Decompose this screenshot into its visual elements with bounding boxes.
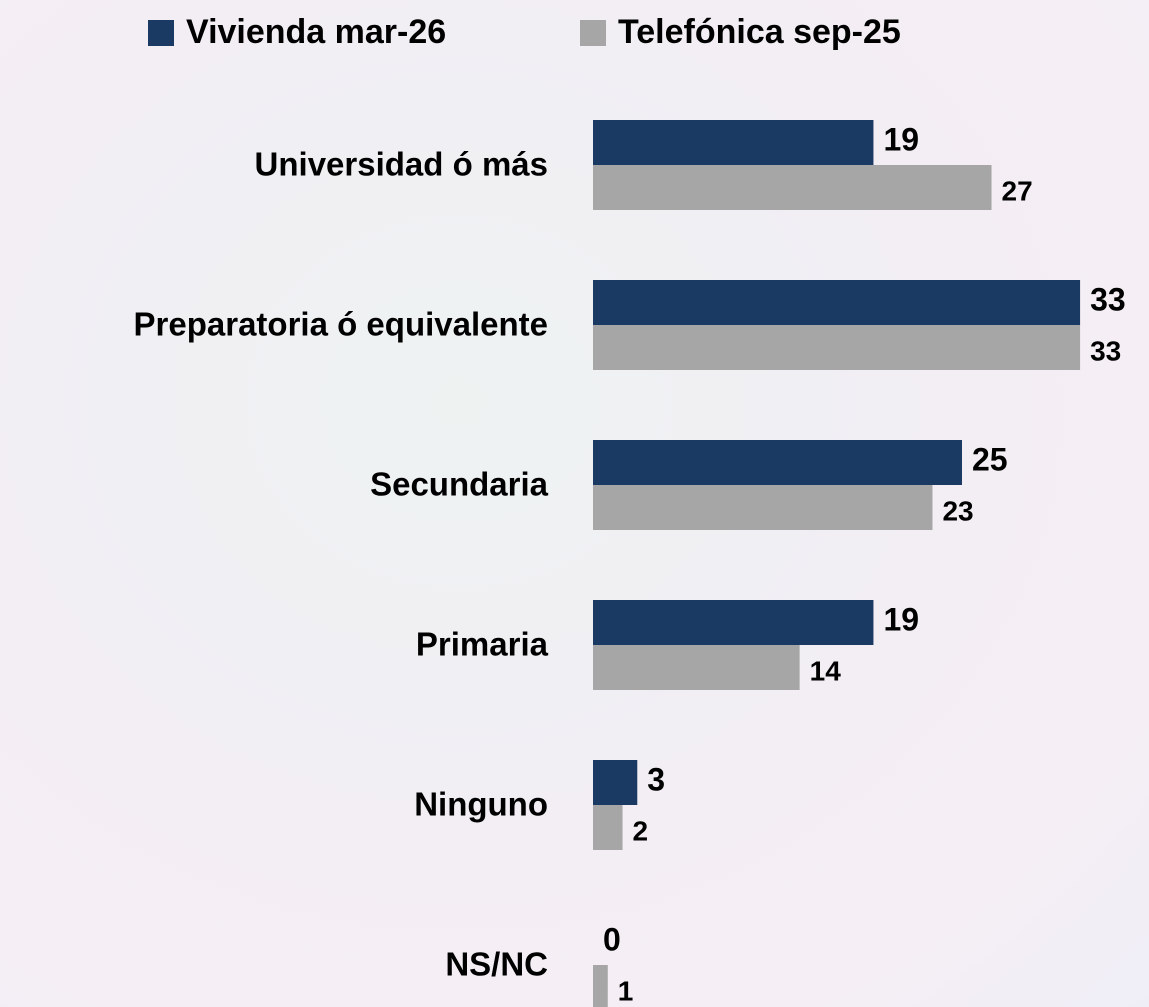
bar <box>593 440 962 485</box>
bar <box>593 760 638 805</box>
bar <box>593 325 1081 370</box>
category-label: NS/NC <box>445 946 548 983</box>
value-label: 0 <box>603 921 621 957</box>
bar <box>593 965 608 1007</box>
legend-label: Telefónica sep-25 <box>618 13 901 51</box>
value-label: 25 <box>972 441 1008 477</box>
value-label: 33 <box>1090 335 1121 366</box>
category-label: Universidad ó más <box>255 146 548 183</box>
legend-swatch <box>580 20 606 46</box>
value-label: 2 <box>633 815 649 846</box>
category-label: Preparatoria ó equivalente <box>134 306 548 343</box>
value-label: 23 <box>942 495 973 526</box>
value-label: 3 <box>647 761 665 797</box>
bar <box>593 165 992 210</box>
bar <box>593 485 933 530</box>
value-label: 19 <box>883 121 919 157</box>
category-label: Ninguno <box>414 786 548 823</box>
bar <box>593 280 1081 325</box>
category-label: Secundaria <box>370 466 549 503</box>
legend-swatch <box>148 20 174 46</box>
bar <box>593 805 623 850</box>
bar <box>593 120 874 165</box>
value-label: 27 <box>1002 175 1033 206</box>
bar <box>593 600 874 645</box>
bar <box>593 645 800 690</box>
value-label: 33 <box>1090 281 1126 317</box>
legend-label: Vivienda mar-26 <box>186 13 446 51</box>
value-label: 19 <box>883 601 919 637</box>
value-label: 14 <box>810 655 842 686</box>
value-label: 1 <box>618 975 634 1006</box>
category-label: Primaria <box>416 626 549 663</box>
